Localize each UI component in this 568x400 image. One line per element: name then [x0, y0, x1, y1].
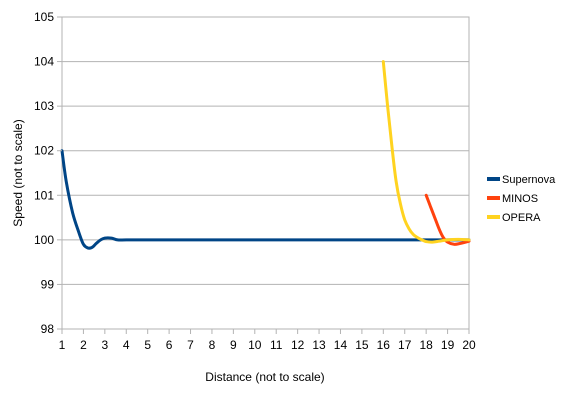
y-tick-label-103: 103	[34, 99, 54, 113]
x-tick-label-17: 17	[398, 338, 412, 352]
x-tick-label-7: 7	[187, 338, 194, 352]
series-lines	[60, 60, 471, 250]
x-tick-label-10: 10	[248, 338, 262, 352]
legend-swatch-minos	[487, 196, 500, 200]
x-tick-label-11: 11	[270, 338, 283, 352]
legend-label-supernova: Supernova	[502, 174, 556, 186]
y-tick-label-105: 105	[34, 10, 54, 24]
y-tick-label-102: 102	[34, 144, 54, 158]
y-tick-label-101: 101	[34, 188, 54, 202]
plot-area-frame	[61, 16, 470, 330]
x-tick-label-3: 3	[101, 338, 108, 352]
legend-swatch-opera	[487, 215, 500, 219]
x-tick-label-18: 18	[419, 338, 433, 352]
legend-swatch-supernova	[487, 177, 500, 181]
x-tick-label-2: 2	[80, 338, 87, 352]
y-axis-label: Speed (not to scale)	[11, 119, 25, 226]
x-tick-label-14: 14	[334, 338, 348, 352]
x-tick-label-1: 1	[59, 338, 66, 352]
x-tick-label-16: 16	[377, 338, 391, 352]
legend-label-opera: OPERA	[502, 212, 541, 224]
x-tick-label-13: 13	[312, 338, 326, 352]
x-tick-label-8: 8	[209, 338, 216, 352]
series-line-minos	[424, 193, 471, 246]
y-tick-label-100: 100	[34, 233, 54, 247]
x-tick-label-4: 4	[123, 338, 130, 352]
series-line-opera	[381, 60, 471, 244]
y-axis-ticks: 98 99 100 101 102 103 104 105	[34, 10, 62, 336]
y-tick-label-98: 98	[41, 322, 55, 336]
x-axis-ticks: 1 2 3 4 5 6 7 8 9 10 11 12 13 14 15 16 17 18 19 20	[59, 329, 476, 352]
y-tick-label-104: 104	[34, 55, 54, 69]
x-tick-label-20: 20	[462, 338, 476, 352]
x-tick-label-19: 19	[441, 338, 455, 352]
legend: Supernova MINOS OPERA	[487, 174, 556, 224]
series-line-supernova	[60, 149, 471, 250]
x-tick-label-6: 6	[166, 338, 173, 352]
x-tick-label-9: 9	[230, 338, 237, 352]
y-tick-label-99: 99	[41, 277, 55, 291]
x-tick-label-15: 15	[355, 338, 369, 352]
legend-label-minos: MINOS	[502, 193, 538, 205]
x-tick-label-5: 5	[144, 338, 151, 352]
x-tick-label-12: 12	[291, 338, 305, 352]
x-axis-label: Distance (not to scale)	[205, 370, 324, 384]
